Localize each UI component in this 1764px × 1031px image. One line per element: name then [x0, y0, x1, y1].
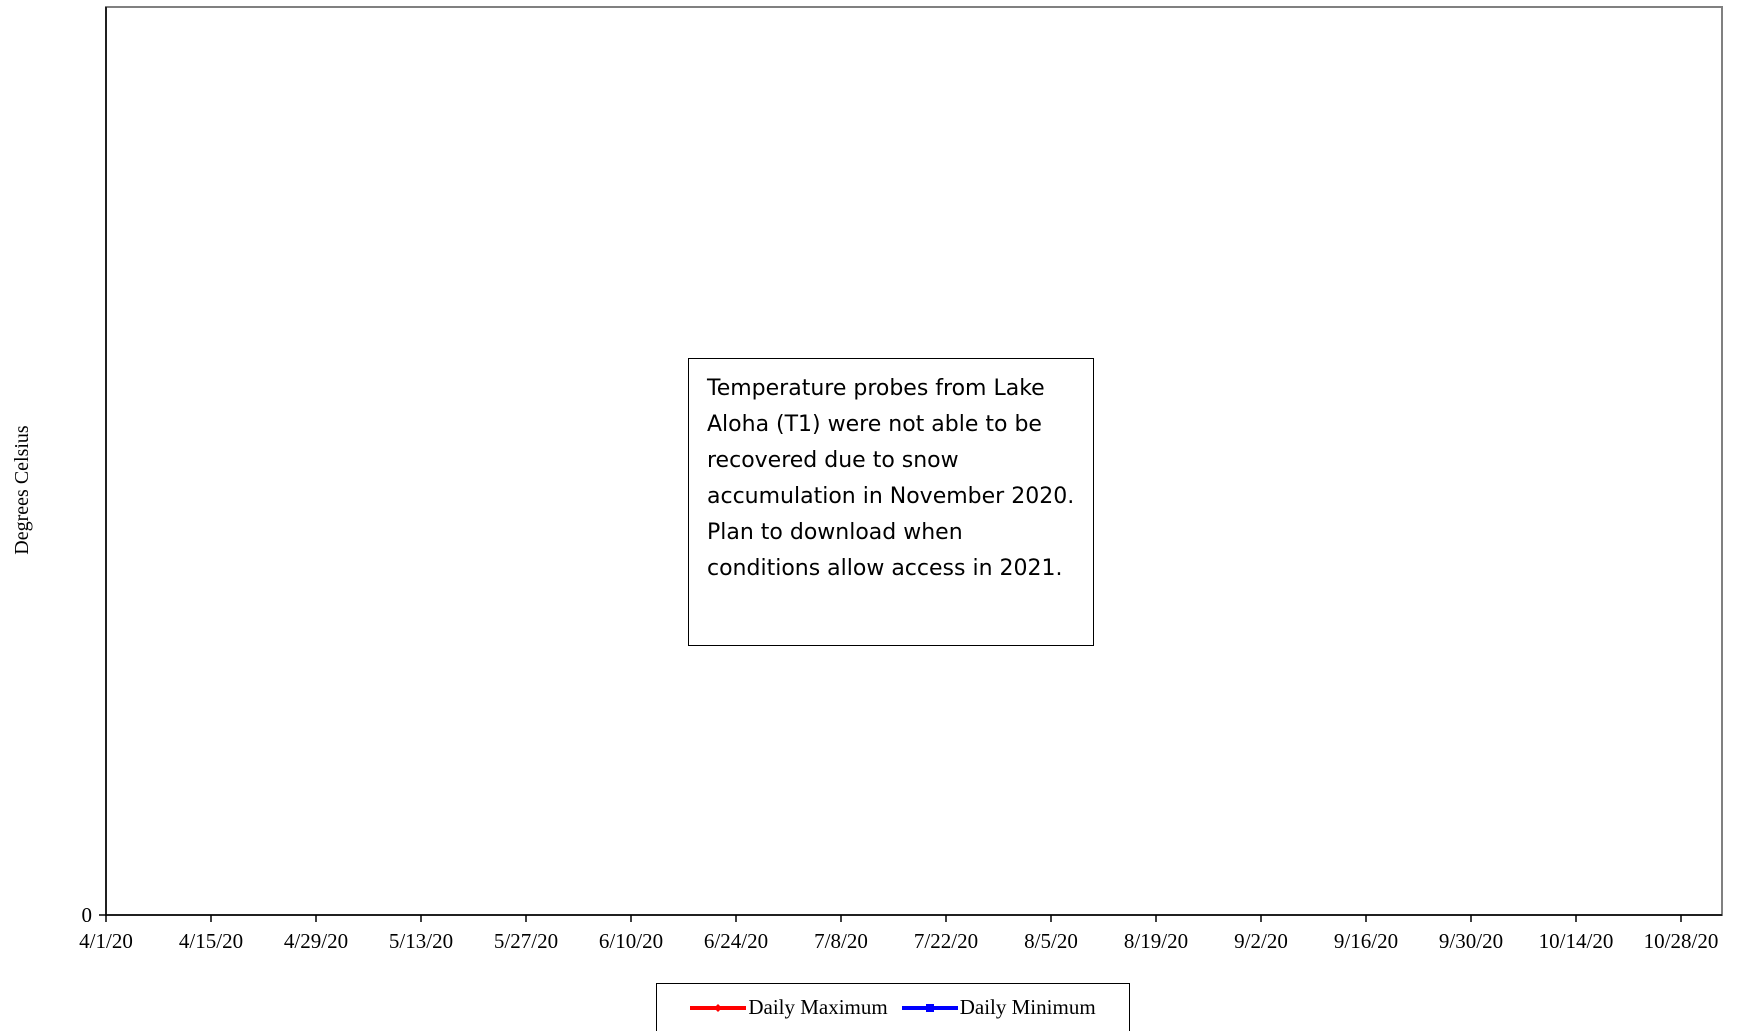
- x-tick-label: 7/8/20: [814, 929, 868, 953]
- x-tick-label: 7/22/20: [914, 929, 978, 953]
- x-tick-label: 6/10/20: [599, 929, 663, 953]
- legend-item-daily-maximum: Daily Maximum: [690, 995, 888, 1020]
- legend-label-daily-maximum: Daily Maximum: [748, 995, 888, 1019]
- x-tick-label: 10/14/20: [1539, 929, 1614, 953]
- legend-label-daily-minimum: Daily Minimum: [959, 995, 1096, 1019]
- legend-marker-red-diamond-icon: [690, 1003, 747, 1012]
- y-tick-label: 0: [82, 903, 93, 927]
- legend-item-daily-minimum: Daily Minimum: [901, 995, 1096, 1020]
- x-tick-label: 4/15/20: [179, 929, 243, 953]
- x-ticks: 4/1/20 4/15/20 4/29/20 5/13/20 5/27/20 6/10/2…: [79, 915, 1718, 953]
- x-tick-label: 4/1/20: [79, 929, 133, 953]
- x-tick-label: 9/2/20: [1234, 929, 1288, 953]
- x-tick-label: 4/29/20: [284, 929, 348, 953]
- x-tick-label: 5/27/20: [494, 929, 558, 953]
- x-tick-label: 8/5/20: [1024, 929, 1078, 953]
- x-tick-label: 8/19/20: [1124, 929, 1188, 953]
- x-tick-label: 5/13/20: [389, 929, 453, 953]
- legend: Daily Maximum Daily Minimum: [656, 983, 1130, 1031]
- legend-marker-blue-square-icon: [901, 1003, 958, 1012]
- y-ticks: 0: [82, 903, 106, 927]
- x-tick-label: 10/28/20: [1644, 929, 1719, 953]
- x-tick-label: 9/16/20: [1334, 929, 1398, 953]
- x-tick-label: 9/30/20: [1439, 929, 1503, 953]
- y-axis-label: Degrees Celsius: [10, 425, 33, 555]
- x-tick-label: 6/24/20: [704, 929, 768, 953]
- annotation-box: Temperature probes from Lake Aloha (T1) …: [688, 358, 1094, 646]
